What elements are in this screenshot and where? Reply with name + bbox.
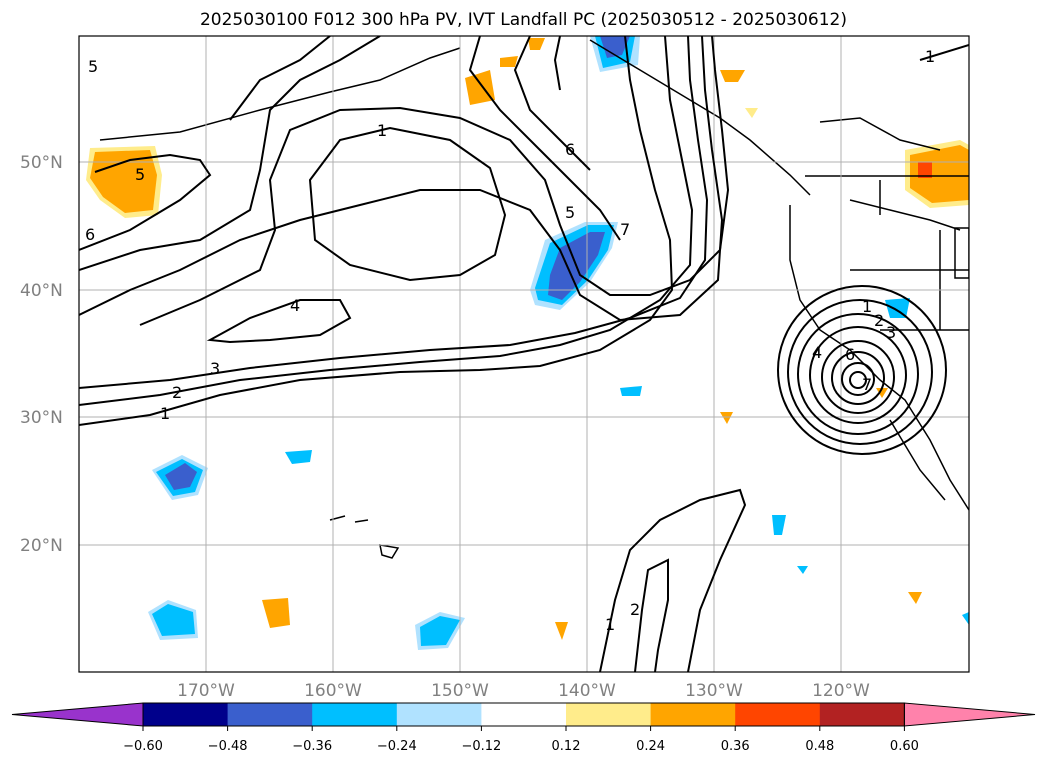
contour-label: 5: [565, 203, 575, 222]
longitude-labels: 170°W 160°W 150°W 140°W 130°W 120°W: [177, 681, 870, 701]
contour-label: 1: [605, 615, 615, 634]
contour-label: 6: [565, 140, 575, 159]
contour-label: 4: [290, 296, 300, 315]
contour-label: 1: [862, 297, 872, 316]
lat-label-50n: 50°N: [20, 153, 63, 173]
lon-label-150w: 150°W: [431, 681, 489, 701]
contour-label: 5: [88, 57, 98, 76]
contour-label: 2: [172, 383, 182, 402]
colorbar-segment: [227, 703, 313, 726]
contour-label: 6: [845, 345, 855, 364]
lat-label-20n: 20°N: [20, 536, 63, 556]
latitude-labels: 50°N 40°N 30°N 20°N: [20, 153, 63, 556]
colorbar-tick-label: 0.12: [552, 739, 581, 754]
map-area[interactable]: [79, 36, 969, 672]
colorbar: −0.60 −0.48 −0.36 −0.24 −0.12 0.12 0.24 0.36 0.4…: [11, 702, 1036, 754]
colorbar-segment: [735, 703, 821, 726]
gridlines: [79, 36, 969, 672]
colorbar-tick-label: −0.60: [123, 739, 163, 754]
colorbar-tick-label: 0.24: [636, 739, 665, 754]
colorbar-tick-label: 0.60: [890, 739, 919, 754]
colorbar-segment: [396, 703, 482, 726]
map-border: [78, 35, 970, 673]
colorbar-extend-high: [903, 702, 1036, 727]
colorbar-segment: [819, 703, 905, 726]
colorbar-border: [142, 702, 905, 727]
colorbar-tick-label: 0.48: [805, 739, 834, 754]
contour-label: 1: [160, 404, 170, 423]
contour-label: 6: [85, 225, 95, 244]
contour-label: 2: [874, 311, 884, 330]
contour-label: 5: [135, 165, 145, 184]
colorbar-tick-label: −0.36: [292, 739, 332, 754]
contour-label: 7: [620, 220, 630, 239]
contour-label: 4: [812, 343, 822, 362]
colorbar-segment: [312, 703, 398, 726]
colorbar-segment: [650, 703, 736, 726]
contour-label: 1: [925, 47, 935, 66]
lat-label-40n: 40°N: [20, 281, 63, 301]
colorbar-segment: [481, 703, 567, 726]
lon-label-170w: 170°W: [177, 681, 235, 701]
ivt-contours: [79, 36, 969, 672]
contour-label: 3: [886, 323, 896, 342]
contour-labels: 1 1 2 3 4 5 6 5 6 7 1 2 3 4 6 7 1 2 1 5: [85, 47, 935, 634]
colorbar-tick-label: −0.12: [461, 739, 501, 754]
contour-label: 3: [210, 359, 220, 378]
map-title: 2025030100 F012 300 hPa PV, IVT Landfall…: [199, 10, 847, 30]
colorbar-segment: [566, 703, 652, 726]
contour-label: 1: [377, 121, 387, 140]
colorbar-extend-low: [11, 702, 144, 727]
lon-label-130w: 130°W: [685, 681, 743, 701]
lon-label-120w: 120°W: [812, 681, 870, 701]
colorbar-tick-label: −0.24: [377, 739, 417, 754]
colorbar-tick-label: 0.36: [721, 739, 750, 754]
contour-label: 2: [630, 600, 640, 619]
lon-label-140w: 140°W: [558, 681, 616, 701]
contour-label: 7: [862, 375, 872, 394]
colorbar-segment: [143, 703, 229, 726]
lat-label-30n: 30°N: [20, 408, 63, 428]
lon-label-160w: 160°W: [304, 681, 362, 701]
colorbar-tick-label: −0.48: [208, 739, 248, 754]
